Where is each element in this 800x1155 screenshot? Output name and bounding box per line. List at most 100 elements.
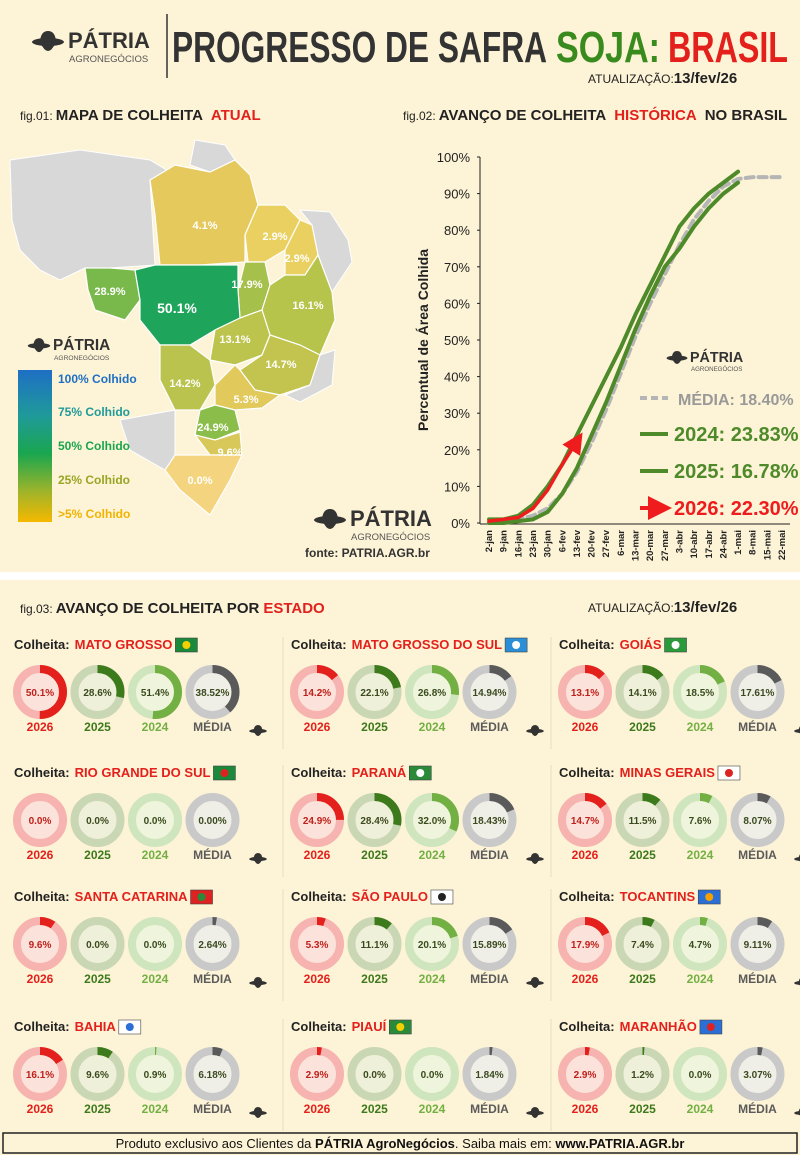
state-name: MINAS GERAIS [620,765,716,780]
donut-inner [78,925,117,963]
series-line [487,175,784,525]
logo-subtext: AGRONEGÓCIOS [351,532,430,543]
state-heading: Colheita: RIO GRANDE DO SUL [14,765,210,780]
map-region-label: 14.2% [169,378,200,390]
donut-inner [738,1055,777,1093]
donut-year: 2025 [629,720,656,734]
map-region-label: 2.9% [262,231,287,243]
hat-crown [322,509,338,519]
logo-icon [526,1106,544,1118]
y-tick-label: 50% [444,333,470,348]
donut-year: 2026 [572,848,599,862]
donut-inner [136,801,174,839]
map-region [164,454,243,516]
x-tick-label: 15-mai [762,530,773,560]
hat-crown [530,724,540,731]
donut-inner [738,925,777,963]
donut-year: 2026 [572,720,599,734]
donut-inner [566,673,604,711]
x-tick-label: 27-mar [660,530,671,561]
text-part: MAPA DE COLHEITA [56,107,203,124]
text-part: ESTADO [263,600,325,617]
donut-year: 2025 [629,1102,656,1116]
map-legend-label: 100% Colhido [58,372,137,386]
map-region-label: 14.7% [265,359,296,371]
map-region [244,204,301,263]
hat-crown [40,31,56,41]
hat-crown [530,976,540,983]
donut-label: 14.1% [628,688,656,699]
donut-label: 15.89% [473,940,507,951]
donut-arc [730,793,785,847]
donut-label: 0.0% [144,940,167,951]
x-tick-label: 6-fev [557,529,568,552]
donut-arc [615,1047,670,1101]
donut-year: MÉDIA [738,719,777,734]
donut-label: 26.8% [418,688,446,699]
donut-label: 0.0% [421,1070,444,1081]
donut-arc [462,917,517,971]
donut-arc [347,917,402,971]
hat-brim [794,728,800,734]
donut-arc [730,917,785,971]
section-divider [0,572,800,580]
donut-label: 5.3% [306,940,329,951]
donut-year: 2025 [629,972,656,986]
text-part: Colheita: [559,1019,615,1034]
hat-brim [314,516,346,524]
donut-year: 2025 [629,848,656,862]
map-region [84,267,141,321]
map-region-label: 5.3% [233,394,258,406]
donut-arc [185,665,240,719]
hat-brim [666,355,688,361]
legend-label: 2025: 16.78% [674,461,799,483]
donut-arc [558,1047,612,1101]
donut-inner [136,925,174,963]
donut-arc [462,665,517,719]
x-tick-label: 9-jan [499,530,510,552]
title-crop: SOJA: [556,23,660,72]
text-part: Colheita: [559,765,615,780]
donut-arc [405,793,459,847]
y-tick-label: 40% [444,370,470,385]
donut-year: 2025 [84,972,111,986]
state-flag-detail [396,1023,405,1031]
hat-crown [253,724,263,731]
footer-box [2,1132,798,1154]
donut-arc [673,917,727,971]
donut-inner [78,673,117,711]
face [531,984,539,988]
face [254,984,262,988]
donut-year: 2025 [361,1102,388,1116]
text-part: PÁTRIA AgroNegócios [315,1136,455,1151]
donut-inner [470,1055,509,1093]
text-part: Colheita: [291,765,347,780]
x-tick-label: 24-abr [718,530,729,559]
donut-arc [70,665,125,719]
text-part: ATUALIZAÇÃO: [588,72,674,86]
donut-label: 17.61% [741,688,775,699]
donut-track [405,1047,459,1101]
text-part: AVANÇO DE COLHEITA [439,107,607,124]
donut-year: 2024 [419,848,446,862]
logo-text: PÁTRIA [53,337,110,354]
donut-inner [413,801,451,839]
state-heading: Colheita: SANTA CATARINA [14,889,188,904]
donut-year: 2024 [687,1102,714,1116]
x-tick-label: 8-mai [748,530,759,555]
donut-inner [566,801,604,839]
donut-label: 0.0% [86,816,109,827]
donut-inner [298,1055,336,1093]
update: ATUALIZAÇÃO:13/fev/26 [588,70,737,87]
donut-year: 2026 [572,972,599,986]
text-part: 13/fev/26 [674,70,737,87]
donut-label: 1.84% [475,1070,503,1081]
text-part: Colheita: [291,1019,347,1034]
donut-label: 0.0% [689,1070,712,1081]
donut-track [70,793,125,847]
text-part: AGRONEGÓCIOS [351,532,430,543]
logo-icon [666,350,688,364]
donut-arc [558,793,612,847]
state-flag-detail [706,1023,715,1031]
